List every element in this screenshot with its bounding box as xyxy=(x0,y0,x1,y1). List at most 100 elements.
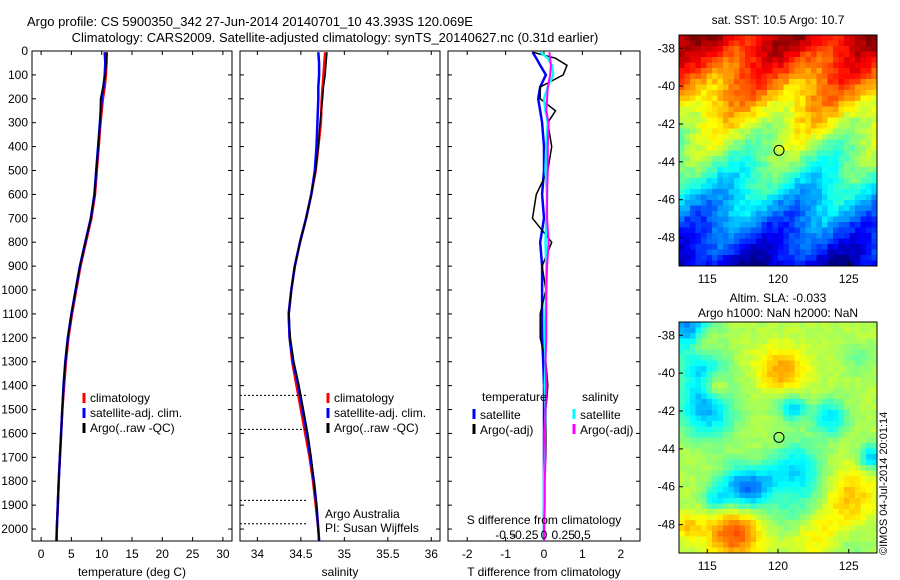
heatmap-cell xyxy=(816,520,823,526)
heatmap-cell xyxy=(750,233,757,239)
heatmap-cell xyxy=(712,161,718,168)
heatmap-cell xyxy=(772,123,779,129)
heatmap-cell xyxy=(767,139,773,146)
heatmap-cell xyxy=(712,156,718,162)
heatmap-cell xyxy=(734,459,740,466)
heatmap-cell xyxy=(838,333,845,339)
heatmap-cell xyxy=(855,255,861,261)
heatmap-cell xyxy=(816,145,823,151)
heatmap-cell xyxy=(800,443,806,449)
heatmap-cell xyxy=(866,443,872,449)
heatmap-cell xyxy=(844,410,850,416)
heatmap-cell xyxy=(761,161,768,168)
heatmap-cell xyxy=(849,415,856,422)
heatmap-cell xyxy=(745,404,751,411)
heatmap-cell xyxy=(712,487,718,493)
heatmap-cell xyxy=(772,536,779,543)
heatmap-cell xyxy=(789,426,795,433)
heatmap-cell xyxy=(712,189,718,195)
heatmap-cell xyxy=(833,90,839,96)
heatmap-cell xyxy=(734,349,740,356)
heatmap-cell xyxy=(800,338,806,345)
heatmap-cell xyxy=(816,178,823,184)
heatmap-cell xyxy=(767,211,773,217)
heatmap-cell xyxy=(767,322,773,328)
heatmap-cell xyxy=(789,35,795,41)
heatmap-cell xyxy=(761,90,768,96)
heatmap-cell xyxy=(849,211,856,217)
heatmap-cell xyxy=(717,492,724,499)
heatmap-cell xyxy=(811,216,817,223)
heatmap-cell xyxy=(712,194,718,201)
heatmap-cell xyxy=(844,415,850,422)
heatmap-cell xyxy=(695,520,702,526)
heatmap-cell xyxy=(761,498,768,504)
heatmap-cell xyxy=(866,200,872,206)
heatmap-cell xyxy=(860,399,867,405)
heatmap-cell xyxy=(690,222,696,228)
heatmap-cell xyxy=(684,388,691,394)
heatmap-cell xyxy=(745,421,751,427)
heatmap-cell xyxy=(783,178,790,184)
heatmap-cell xyxy=(756,344,762,350)
heatmap-cell xyxy=(844,216,850,223)
heatmap-cell xyxy=(761,244,768,250)
heatmap-cell xyxy=(871,117,878,124)
y-tick-label: 1600 xyxy=(1,426,28,440)
heatmap-cell xyxy=(767,536,773,543)
heatmap-cell xyxy=(844,46,850,52)
heatmap-cell xyxy=(811,542,817,548)
heatmap-cell xyxy=(805,536,812,543)
heatmap-cell xyxy=(723,454,729,460)
heatmap-cell xyxy=(756,382,762,389)
heatmap-cell xyxy=(849,178,856,184)
heatmap-cell xyxy=(728,255,735,261)
heatmap-cell xyxy=(761,344,768,350)
heatmap-cell xyxy=(838,415,845,422)
heatmap-cell xyxy=(706,139,713,146)
heatmap-cell xyxy=(827,404,834,411)
heatmap-cell xyxy=(734,322,740,328)
heatmap-cell xyxy=(789,338,795,345)
heatmap-cell xyxy=(800,360,806,367)
heatmap-cell xyxy=(805,322,812,328)
heatmap-cell xyxy=(871,426,878,433)
heatmap-cell xyxy=(789,145,795,151)
heatmap-cell xyxy=(783,421,790,427)
heatmap-cell xyxy=(712,145,718,151)
heatmap-cell xyxy=(712,40,718,47)
heatmap-cell xyxy=(838,233,845,239)
heatmap-cell xyxy=(701,509,707,515)
heatmap-cell xyxy=(717,481,724,488)
legend-header-label: temperature xyxy=(482,390,547,404)
heatmap-cell xyxy=(712,476,718,482)
heatmap-cell xyxy=(811,514,817,521)
heatmap-cell xyxy=(690,426,696,433)
heatmap-cell xyxy=(805,46,812,52)
heatmap-cell xyxy=(838,481,845,488)
heatmap-cell xyxy=(684,200,691,206)
heatmap-cell xyxy=(772,101,779,107)
heatmap-cell xyxy=(679,189,685,195)
heatmap-cell xyxy=(866,194,872,201)
heatmap-cell xyxy=(706,145,713,151)
heatmap-cell xyxy=(811,150,817,157)
heatmap-cell xyxy=(695,40,702,47)
heatmap-cell xyxy=(789,150,795,157)
heatmap-cell xyxy=(838,255,845,261)
heatmap-cell xyxy=(800,123,806,129)
heatmap-cell xyxy=(684,503,691,510)
heatmap-cell xyxy=(701,35,707,41)
heatmap-cell xyxy=(833,106,839,113)
heatmap-cell xyxy=(717,382,724,389)
heatmap-cell xyxy=(706,426,713,433)
heatmap-cell xyxy=(679,366,685,372)
heatmap-cell xyxy=(805,216,812,223)
figure-title-line-2: Climatology: CARS2009. Satellite-adjuste… xyxy=(71,30,599,45)
heatmap-cell xyxy=(772,222,779,228)
heatmap-cell xyxy=(833,117,839,124)
heatmap-cell xyxy=(745,382,751,389)
y-tick-label: 1900 xyxy=(1,498,28,512)
heatmap-cell xyxy=(816,382,823,389)
heatmap-cell xyxy=(816,377,823,383)
